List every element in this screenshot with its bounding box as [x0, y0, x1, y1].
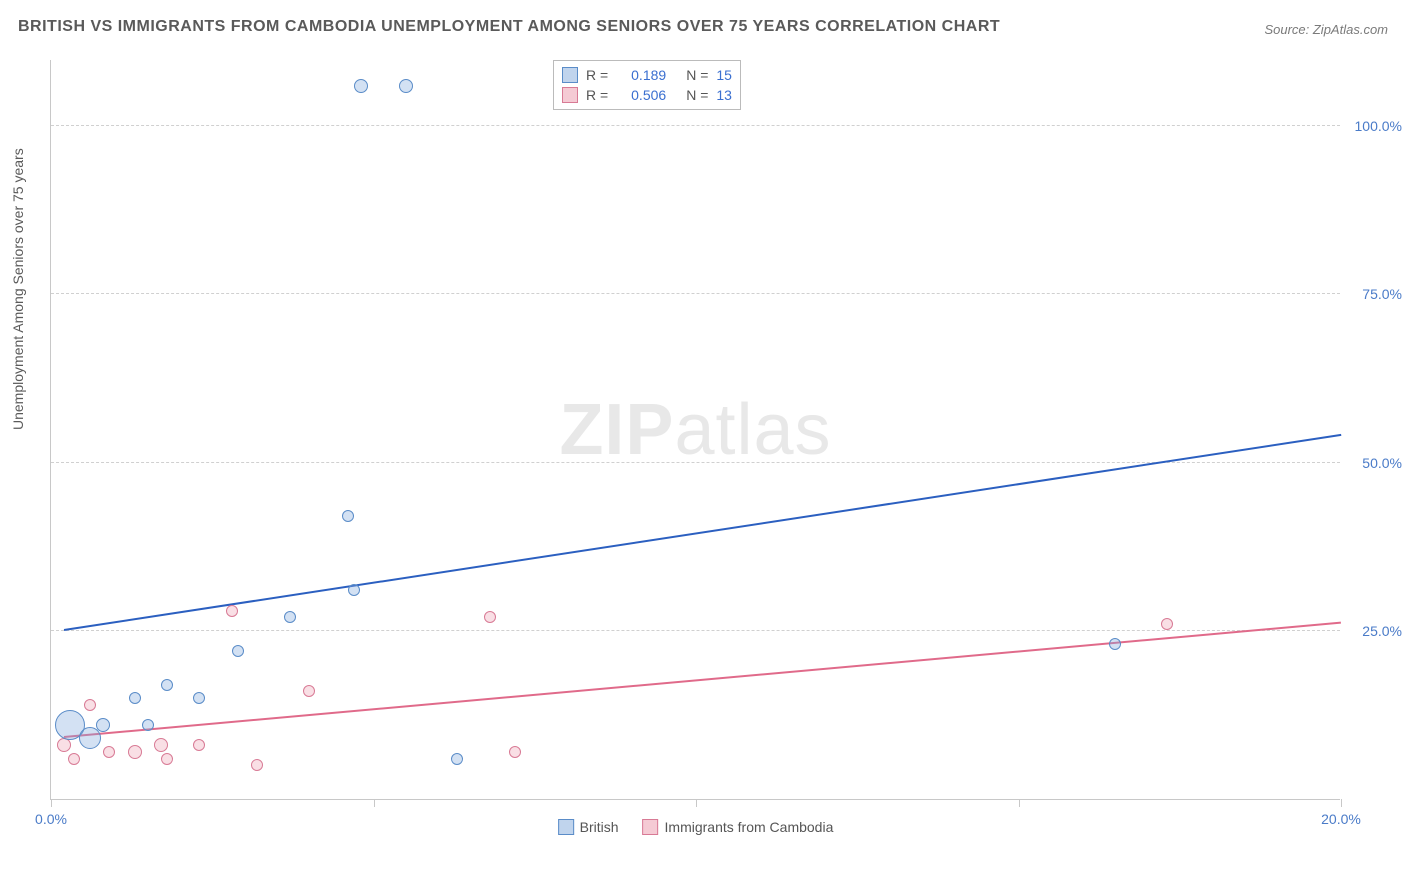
data-point [161, 753, 173, 765]
legend-swatch-pink-icon [643, 819, 659, 835]
data-point [142, 719, 154, 731]
x-tick [51, 799, 52, 807]
stat-n-cambodia: 13 [716, 87, 732, 103]
stats-row-cambodia: R = 0.506 N = 13 [562, 85, 732, 105]
stats-legend: R = 0.189 N = 15 R = 0.506 N = 13 [553, 60, 741, 110]
bottom-legend: British Immigrants from Cambodia [558, 819, 834, 835]
data-point [284, 611, 296, 623]
source-attribution: Source: ZipAtlas.com [1264, 22, 1388, 37]
data-point [193, 739, 205, 751]
stat-r-label: R = [586, 67, 608, 83]
data-point [1161, 618, 1173, 630]
stat-n-british: 15 [716, 67, 732, 83]
legend-label-british: British [580, 819, 619, 835]
x-tick [1019, 799, 1020, 807]
stat-r-british: 0.189 [616, 67, 666, 83]
x-tick-label: 20.0% [1321, 811, 1361, 827]
x-tick [374, 799, 375, 807]
data-point [484, 611, 496, 623]
data-point [129, 692, 141, 704]
data-point [96, 718, 110, 732]
gridline [51, 630, 1340, 631]
data-point [193, 692, 205, 704]
data-point [84, 699, 96, 711]
data-point [354, 79, 368, 93]
watermark: ZIPatlas [559, 389, 831, 471]
legend-item-cambodia: Immigrants from Cambodia [643, 819, 834, 835]
trend-line [64, 622, 1341, 738]
legend-item-british: British [558, 819, 619, 835]
stat-r-cambodia: 0.506 [616, 87, 666, 103]
y-tick-label: 25.0% [1362, 623, 1402, 639]
legend-label-cambodia: Immigrants from Cambodia [665, 819, 834, 835]
data-point [451, 753, 463, 765]
chart-container: BRITISH VS IMMIGRANTS FROM CAMBODIA UNEM… [0, 0, 1406, 892]
y-axis-label: Unemployment Among Seniors over 75 years [10, 148, 26, 430]
watermark-bold: ZIP [559, 390, 674, 470]
gridline [51, 125, 1340, 126]
stats-row-british: R = 0.189 N = 15 [562, 65, 732, 85]
x-tick [696, 799, 697, 807]
x-tick-label: 0.0% [35, 811, 67, 827]
data-point [79, 727, 101, 749]
swatch-blue-icon [562, 67, 578, 83]
data-point [68, 753, 80, 765]
gridline [51, 293, 1340, 294]
stat-n-label2: N = [686, 87, 708, 103]
stat-r-label2: R = [586, 87, 608, 103]
watermark-light: atlas [674, 390, 831, 470]
data-point [232, 645, 244, 657]
data-point [251, 759, 263, 771]
trend-line [64, 434, 1341, 631]
data-point [103, 746, 115, 758]
legend-swatch-blue-icon [558, 819, 574, 835]
data-point [128, 745, 142, 759]
swatch-pink-icon [562, 87, 578, 103]
data-point [226, 605, 238, 617]
stat-n-label: N = [686, 67, 708, 83]
data-point [303, 685, 315, 697]
data-point [399, 79, 413, 93]
data-point [154, 738, 168, 752]
data-point [342, 510, 354, 522]
data-point [161, 679, 173, 691]
y-tick-label: 75.0% [1362, 286, 1402, 302]
y-tick-label: 100.0% [1355, 118, 1402, 134]
y-tick-label: 50.0% [1362, 455, 1402, 471]
data-point [57, 738, 71, 752]
data-point [509, 746, 521, 758]
data-point [348, 584, 360, 596]
x-tick [1341, 799, 1342, 807]
data-point [1109, 638, 1121, 650]
chart-title: BRITISH VS IMMIGRANTS FROM CAMBODIA UNEM… [18, 18, 1000, 36]
plot-area: ZIPatlas R = 0.189 N = 15 R = 0.506 N = … [50, 60, 1340, 800]
